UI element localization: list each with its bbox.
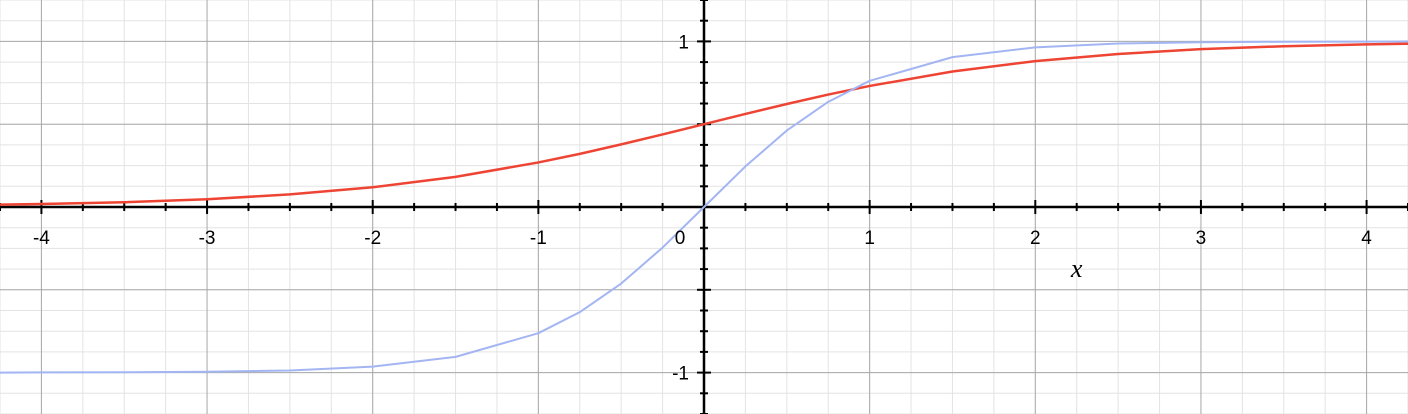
x-tick-label: -4 — [33, 228, 50, 249]
x-tick-label: 3 — [1196, 228, 1207, 249]
x-tick-label: 0 — [675, 228, 686, 249]
x-tick-label: 4 — [1361, 228, 1372, 249]
x-tick-label: -2 — [364, 228, 381, 249]
series-line-0 — [0, 42, 1408, 206]
tick-labels: -4 -3 -2 -1 0 1 2 3 4 1 -1 — [33, 32, 1372, 384]
series-line-1 — [0, 40, 1408, 374]
x-tick-label: -3 — [199, 228, 216, 249]
x-tick-label: -1 — [530, 228, 547, 249]
x-axis-title: x — [1070, 254, 1083, 283]
series-layer — [0, 40, 1408, 374]
x-tick-label: 1 — [864, 228, 875, 249]
y-tick-label: -1 — [672, 364, 689, 385]
x-tick-label: 2 — [1030, 228, 1041, 249]
y-tick-label: 1 — [678, 32, 689, 53]
